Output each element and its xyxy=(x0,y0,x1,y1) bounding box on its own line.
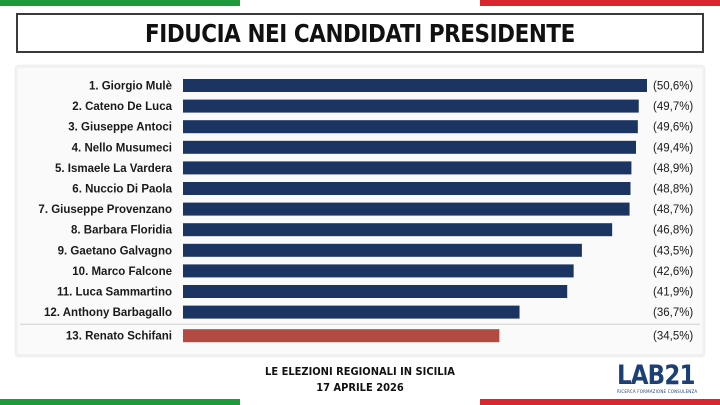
footer: LE ELEZIONI REGIONALI IN SICILIA 17 APRI… xyxy=(240,364,480,396)
bar xyxy=(183,161,632,175)
category-labels: 1. Giorgio Mulè 2. Cateno De Luca 3. Giuse… xyxy=(38,81,172,343)
logo-subtitle: RICERCA FORMAZIONE CONSULENZA xyxy=(617,389,698,394)
category-label: 13. Renato Schifani xyxy=(66,331,172,343)
value-label: (48,8%) xyxy=(653,184,693,196)
bar xyxy=(183,285,568,298)
category-label: 2. Cateno De Luca xyxy=(72,101,172,113)
category-label: 7. Giuseppe Provenzano xyxy=(38,204,172,216)
logo-text: LAB21 xyxy=(617,360,695,391)
bar xyxy=(183,99,639,113)
value-label: (48,7%) xyxy=(653,204,693,216)
value-label: (34,5%) xyxy=(653,331,693,343)
value-label: (43,5%) xyxy=(653,245,693,257)
category-label: 10. Marco Falcone xyxy=(72,266,172,278)
category-label: 11. Luca Sammartino xyxy=(57,287,172,299)
category-label: 9. Gaetano Galvagno xyxy=(58,245,172,257)
bar xyxy=(183,243,582,257)
category-label: 4. Nello Musumeci xyxy=(72,142,172,154)
bar-highlight xyxy=(183,329,500,343)
value-label: (41,9%) xyxy=(653,287,693,299)
bar xyxy=(183,120,638,134)
value-label: (42,6%) xyxy=(653,266,693,278)
value-label: (49,7%) xyxy=(653,101,693,113)
category-label: 8. Barbara Floridia xyxy=(71,225,173,237)
footer-line2: 17 APRILE 2026 xyxy=(316,381,404,394)
chart-title: FIDUCIA NEI CANDIDATI PRESIDENTE xyxy=(145,18,575,48)
bar xyxy=(183,202,630,216)
flag-stripe-bottom xyxy=(0,399,720,405)
bars xyxy=(183,79,647,343)
bar xyxy=(183,182,631,195)
footer-line1: LE ELEZIONI REGIONALI IN SICILIA xyxy=(265,365,455,378)
category-label: 1. Giorgio Mulè xyxy=(89,81,172,93)
value-label: (48,9%) xyxy=(653,163,693,175)
category-label: 3. Giuseppe Antoci xyxy=(68,122,172,134)
lab21-logo: LAB21 RICERCA FORMAZIONE CONSULENZA xyxy=(617,360,703,395)
category-label: 12. Anthony Barbagallo xyxy=(44,307,172,319)
bar xyxy=(183,305,520,319)
title-box: FIDUCIA NEI CANDIDATI PRESIDENTE xyxy=(16,13,704,53)
value-label: (49,6%) xyxy=(653,122,693,134)
category-label: 6. Nuccio Di Paola xyxy=(72,184,172,196)
bar xyxy=(183,79,647,92)
flag-stripe-top xyxy=(0,0,720,6)
category-label: 5. Ismaele La Vardera xyxy=(55,163,173,175)
value-labels: (50,6%) (49,7%) (49,6%) (49,4%) (48,9%) (48,8… xyxy=(653,81,693,343)
bar xyxy=(183,264,574,278)
value-label: (46,8%) xyxy=(653,225,693,237)
bar xyxy=(183,140,636,154)
bar xyxy=(183,223,613,237)
value-label: (49,4%) xyxy=(653,142,693,154)
value-label: (36,7%) xyxy=(653,307,693,319)
value-label: (50,6%) xyxy=(653,81,693,93)
